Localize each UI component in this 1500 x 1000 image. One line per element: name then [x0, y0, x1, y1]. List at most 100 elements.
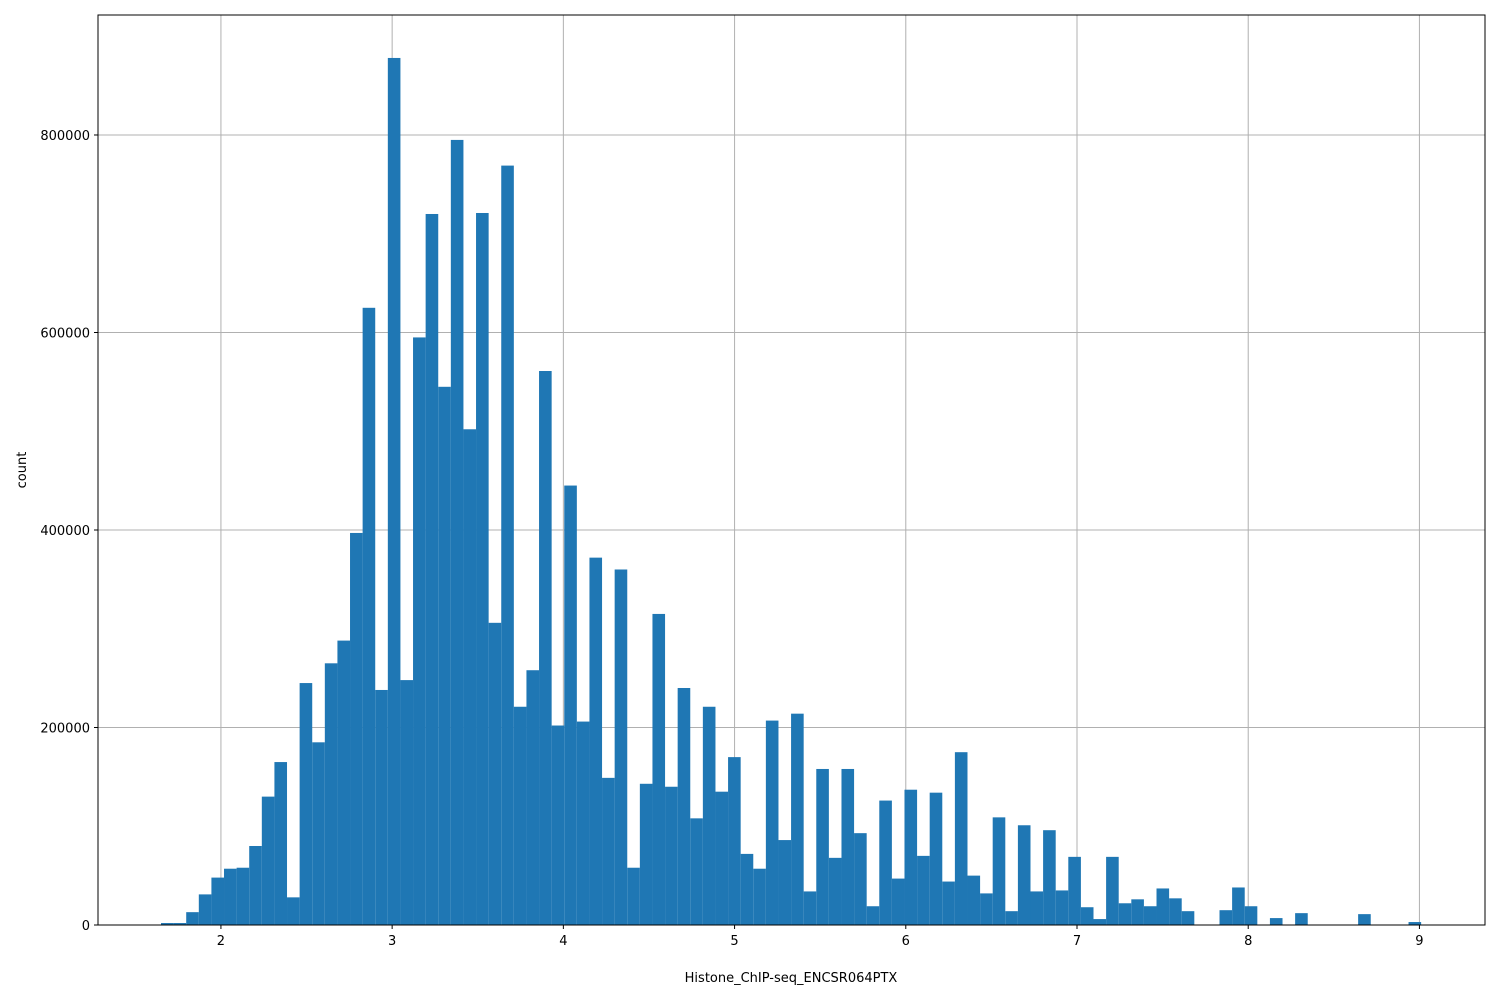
bar	[627, 867, 640, 925]
bar	[614, 569, 628, 925]
bar	[312, 742, 325, 925]
bar	[854, 833, 867, 925]
bar	[1118, 903, 1132, 925]
bar	[803, 891, 817, 925]
y-axis-label: count	[15, 452, 30, 489]
bar	[1244, 906, 1258, 925]
bar	[740, 853, 754, 925]
bar	[791, 713, 804, 925]
y-tick-label: 800000	[40, 129, 90, 144]
bar	[261, 796, 275, 925]
bar	[1156, 888, 1170, 925]
bar	[1030, 891, 1044, 925]
bar	[211, 877, 225, 925]
bar	[576, 721, 590, 925]
bar	[765, 720, 779, 925]
bar	[551, 725, 565, 925]
bar	[198, 894, 212, 925]
bar	[450, 139, 464, 925]
bar	[513, 706, 527, 925]
bar	[224, 868, 237, 925]
bar	[1169, 898, 1182, 925]
bar	[1043, 830, 1056, 925]
bar	[1219, 910, 1233, 925]
bar	[891, 878, 905, 925]
bar	[652, 613, 666, 925]
bar	[387, 57, 401, 925]
bar	[942, 881, 955, 925]
bar	[1106, 856, 1119, 925]
bar	[1408, 922, 1422, 925]
bar	[274, 762, 288, 925]
bar	[778, 840, 792, 925]
x-tick-label: 3	[388, 934, 396, 949]
bar	[677, 687, 691, 925]
x-tick-label: 5	[730, 934, 738, 949]
bar	[438, 386, 451, 926]
bar	[463, 429, 477, 925]
bars	[161, 57, 1422, 926]
x-tick-label: 9	[1415, 934, 1423, 949]
bar	[1017, 825, 1031, 925]
bar	[816, 768, 829, 925]
bar	[954, 752, 968, 925]
bar	[589, 557, 603, 925]
x-tick-label: 4	[559, 934, 567, 949]
bar	[362, 307, 376, 925]
bar	[236, 867, 250, 925]
bar	[1181, 911, 1195, 925]
bar	[690, 818, 703, 925]
bar	[1269, 918, 1283, 925]
bar	[186, 912, 199, 925]
y-tick-label: 600000	[40, 326, 90, 341]
y-tick-label: 400000	[40, 524, 90, 539]
bar	[249, 845, 262, 925]
bar	[526, 670, 540, 925]
bar	[1143, 906, 1157, 925]
bar	[1093, 919, 1107, 925]
bar	[1295, 913, 1308, 925]
bar	[602, 777, 615, 925]
bar	[287, 897, 300, 925]
bar	[967, 875, 981, 925]
bar	[753, 868, 766, 925]
bar	[980, 893, 993, 925]
x-tick-label: 7	[1073, 934, 1081, 949]
bar	[350, 532, 363, 925]
bar	[1358, 914, 1371, 925]
bar	[400, 680, 414, 925]
x-axis-label: Histone_ChIP-seq_ENCSR064PTX	[685, 971, 898, 986]
bar	[539, 371, 552, 925]
bar	[161, 923, 174, 925]
ticks: 2 3 4 5 6 7 8 9 0 200000 400000 600000 800000	[40, 129, 1423, 949]
bar	[866, 906, 880, 925]
bar	[702, 706, 716, 925]
bar	[1232, 887, 1245, 925]
x-tick-label: 8	[1244, 934, 1252, 949]
bar	[728, 757, 741, 925]
bar	[1080, 907, 1094, 925]
bar	[324, 663, 338, 925]
bar	[425, 213, 439, 925]
bar	[1131, 899, 1144, 925]
bar	[665, 786, 678, 925]
bar	[879, 800, 892, 925]
bar	[337, 640, 351, 925]
y-tick-label: 0	[82, 919, 90, 934]
y-tick-label: 200000	[40, 721, 90, 736]
bar	[375, 689, 388, 925]
bar	[929, 792, 943, 925]
bar	[564, 485, 577, 925]
bar	[1005, 911, 1018, 925]
bar	[715, 791, 729, 925]
bar	[1068, 856, 1081, 925]
plot-frame	[97, 14, 1486, 926]
bar	[841, 768, 855, 925]
bar	[488, 622, 502, 925]
bar	[1055, 890, 1069, 925]
x-tick-label: 6	[902, 934, 910, 949]
bar	[476, 212, 489, 926]
bar	[639, 783, 653, 925]
